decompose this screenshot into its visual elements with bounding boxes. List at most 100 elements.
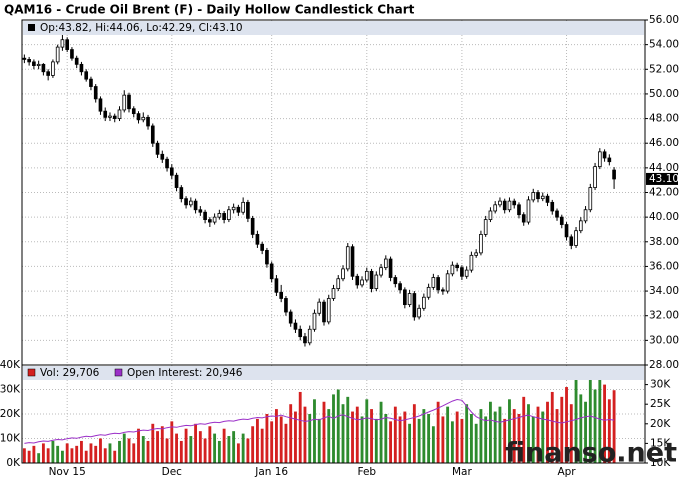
volume-bar	[27, 450, 31, 463]
volume-bar	[612, 390, 616, 463]
volume-bar	[546, 401, 549, 463]
candle-body	[597, 151, 602, 168]
volume-bar	[327, 409, 331, 463]
y-tick-label: 46.00	[649, 137, 679, 149]
volume-bar	[203, 438, 207, 463]
candle-body	[502, 200, 507, 211]
candle-body	[55, 46, 60, 63]
candle-body	[298, 328, 303, 338]
volume-bar	[569, 404, 573, 463]
candle-body	[407, 293, 412, 306]
volume-bar	[241, 433, 245, 463]
volume-bar	[170, 421, 174, 463]
candle-body	[445, 273, 450, 292]
legend-label: Open Interest: 20,946	[127, 367, 243, 379]
volume-bar	[493, 411, 497, 463]
x-tick-label: Jan 16	[254, 466, 288, 478]
volume-bar	[403, 411, 407, 463]
volume-bar	[137, 428, 140, 463]
candle-body	[269, 263, 274, 280]
volume-bar	[279, 416, 283, 463]
candle-body	[160, 153, 165, 160]
volume-bar	[555, 409, 559, 463]
candle-body	[250, 217, 255, 235]
candle-body	[388, 258, 393, 278]
candle-body	[331, 288, 336, 299]
x-tick-label: Feb	[357, 466, 376, 478]
volume-bar	[260, 428, 264, 463]
volume-bar	[389, 421, 392, 463]
candle-body	[398, 283, 402, 291]
volume-bar	[393, 406, 397, 463]
volume-bar	[332, 394, 335, 463]
y-tick-label: 38.00	[649, 236, 679, 248]
candle-body	[536, 192, 540, 200]
volume-bar	[113, 450, 117, 463]
volume-bar	[322, 401, 326, 463]
volume-bar	[412, 404, 416, 463]
candle-body	[341, 268, 345, 280]
volume-bar	[84, 450, 88, 463]
candle-body	[184, 198, 188, 206]
y-tick-label: 0K	[6, 457, 21, 469]
volume-bar	[175, 433, 178, 463]
candle-body	[279, 291, 284, 299]
candle-body	[227, 209, 231, 221]
y-tick-label: 40.00	[649, 211, 679, 223]
volume-bar	[365, 399, 369, 463]
volume-bar	[579, 394, 583, 463]
volume-bar	[232, 431, 236, 463]
volume-bar	[165, 438, 169, 463]
volume-bar	[522, 396, 526, 463]
open-interest-line	[24, 398, 615, 444]
volume-bar	[303, 406, 307, 463]
candle-body	[364, 270, 369, 281]
volume-bar	[146, 440, 150, 463]
candle-body	[431, 277, 436, 288]
candle-body	[436, 277, 440, 291]
candle-body	[274, 278, 279, 293]
candle-body	[326, 298, 331, 323]
price-panel: 28.00 30.00 32.00 34.00 36.00 38.00 40.00 42.00…	[22, 14, 679, 371]
candle-body	[369, 270, 374, 290]
volume-bar	[222, 428, 226, 463]
y-tick-label: 54.00	[649, 39, 679, 51]
volume-bar	[141, 436, 145, 463]
candle-body	[574, 230, 578, 246]
candle-body	[136, 113, 141, 121]
volume-bar	[379, 401, 383, 463]
volume-bar	[270, 421, 274, 463]
x-tick-label: Apr	[557, 466, 576, 478]
candle-body	[441, 289, 445, 292]
y-tick-label: 44.00	[649, 162, 679, 174]
legend-label: Vol: 29,706	[40, 367, 100, 379]
y-tick-label: 36.00	[649, 260, 679, 272]
volume-bar	[41, 443, 45, 463]
candle-body	[265, 250, 269, 265]
candle-body	[127, 94, 131, 110]
volume-bar	[108, 443, 112, 463]
candle-body	[51, 61, 55, 76]
volume-bar	[446, 406, 450, 463]
volume-bar	[450, 421, 454, 463]
candle-body	[460, 267, 464, 277]
volume-bar	[536, 406, 540, 463]
x-tick-label: Dec	[162, 466, 183, 478]
volume-bar	[89, 443, 93, 463]
candle-body	[517, 204, 521, 216]
y2-tick-label: 25K	[650, 398, 671, 410]
candle-body	[564, 224, 569, 238]
info-label: Op:43.82, Hi:44.06, Lo:42.29, Cl:43.10	[40, 22, 243, 34]
volume-bar	[255, 418, 259, 463]
volume-bar	[80, 440, 83, 463]
candle-body	[189, 200, 193, 206]
volume-bar	[179, 440, 183, 463]
candle-body	[70, 49, 74, 59]
volume-bar	[374, 418, 378, 463]
candle-body	[521, 214, 526, 223]
volume-bar	[607, 399, 611, 463]
candle-body	[27, 59, 31, 63]
volume-bar	[398, 416, 402, 463]
candle-body	[464, 269, 469, 277]
